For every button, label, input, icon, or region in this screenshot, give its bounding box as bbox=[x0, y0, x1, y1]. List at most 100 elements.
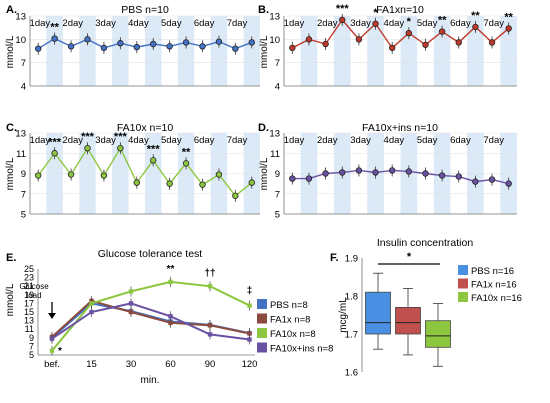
data-point bbox=[100, 44, 108, 52]
data-point bbox=[232, 45, 239, 52]
day-label: 6day bbox=[194, 135, 215, 146]
data-point bbox=[89, 309, 94, 315]
box bbox=[365, 291, 391, 335]
y-tick-label: 13 bbox=[24, 316, 34, 326]
data-point bbox=[322, 40, 329, 48]
data-point bbox=[305, 175, 313, 182]
legend-label: FA1x n=16 bbox=[471, 280, 517, 291]
day-label: 6day bbox=[450, 135, 471, 146]
x-tick-label: 90 bbox=[205, 359, 216, 370]
y-tick-label: 1.7 bbox=[345, 330, 358, 341]
y-tick-label: 19 bbox=[24, 290, 34, 300]
y-axis-label: mmol/L bbox=[259, 157, 270, 190]
data-point bbox=[248, 179, 255, 186]
data-point bbox=[422, 170, 429, 177]
data-point bbox=[289, 175, 296, 182]
data-point bbox=[355, 167, 363, 174]
y-tick-label: 23 bbox=[24, 273, 34, 283]
data-point bbox=[199, 43, 206, 50]
x-tick-label: 60 bbox=[165, 359, 176, 370]
data-point bbox=[305, 36, 313, 43]
box bbox=[425, 320, 451, 348]
data-point bbox=[422, 41, 429, 48]
data-point bbox=[199, 181, 206, 188]
panel-title: Insulin concentration bbox=[377, 237, 473, 249]
y-tick-label: 9 bbox=[21, 169, 26, 180]
data-point bbox=[215, 171, 223, 178]
data-point bbox=[207, 332, 213, 337]
significance-mark: ** bbox=[50, 22, 59, 34]
data-point bbox=[49, 348, 55, 353]
significance-mark: *** bbox=[147, 143, 161, 155]
data-point bbox=[168, 314, 173, 319]
series-line bbox=[37, 146, 253, 197]
data-point bbox=[128, 289, 134, 294]
data-point bbox=[472, 23, 479, 31]
y-tick-label: 5 bbox=[275, 210, 280, 221]
significance-mark: * bbox=[373, 7, 378, 19]
data-point bbox=[84, 36, 91, 43]
legend-swatch bbox=[257, 299, 267, 309]
y-tick-label: 11 bbox=[16, 149, 26, 160]
panel-title: Glucose tolerance test bbox=[98, 248, 203, 260]
data-point bbox=[488, 39, 496, 46]
legend-swatch bbox=[458, 278, 468, 289]
y-tick-label: 10 bbox=[269, 35, 280, 46]
data-point bbox=[166, 180, 173, 187]
legend-label: PBS n=8 bbox=[270, 300, 308, 311]
data-point bbox=[388, 44, 396, 52]
data-point bbox=[372, 20, 379, 27]
day-band bbox=[300, 16, 318, 86]
legend-swatch bbox=[458, 292, 468, 302]
glucose-load-label: load bbox=[26, 291, 41, 300]
data-point bbox=[166, 43, 173, 50]
data-point bbox=[89, 301, 94, 306]
day-band bbox=[243, 16, 260, 86]
data-point bbox=[182, 39, 190, 46]
panel-label: E. bbox=[6, 252, 16, 264]
panel-label: D. bbox=[258, 122, 269, 134]
significance-mark: ** bbox=[182, 146, 191, 158]
day-label: 3day bbox=[350, 135, 371, 146]
data-point bbox=[35, 172, 42, 179]
day-band bbox=[177, 16, 195, 86]
panel-label: C. bbox=[6, 122, 17, 134]
data-point bbox=[388, 167, 396, 174]
y-tick-label: 11 bbox=[270, 149, 280, 160]
day-label: 2day bbox=[62, 135, 83, 146]
day-label: 5day bbox=[161, 18, 182, 29]
y-tick-label: 5 bbox=[21, 210, 26, 221]
y-tick-label: 15 bbox=[24, 307, 34, 317]
day-band bbox=[46, 16, 63, 86]
x-tick-label: 15 bbox=[86, 359, 97, 370]
panel-title: FA10x+ins n=10 bbox=[362, 122, 438, 134]
data-point bbox=[355, 36, 363, 43]
significance-mark: ** bbox=[504, 11, 513, 23]
day-band bbox=[367, 16, 384, 86]
data-point bbox=[322, 170, 329, 177]
data-point bbox=[248, 39, 255, 46]
data-point bbox=[117, 144, 124, 152]
data-point bbox=[84, 144, 91, 152]
day-label: 1day bbox=[30, 135, 51, 146]
legend-swatch bbox=[257, 313, 267, 324]
y-tick-label: 13 bbox=[15, 129, 26, 140]
day-label: 5day bbox=[417, 18, 438, 29]
data-point bbox=[289, 44, 296, 52]
significance-mark: ** bbox=[471, 10, 480, 22]
data-point bbox=[438, 28, 446, 35]
data-point bbox=[472, 178, 479, 185]
y-tick-label: 25 bbox=[24, 264, 34, 274]
data-point bbox=[128, 309, 134, 315]
data-point bbox=[505, 25, 512, 32]
data-point bbox=[150, 40, 157, 48]
y-tick-label: 7 bbox=[275, 58, 280, 69]
y-axis-label: mmol/L bbox=[5, 35, 16, 68]
data-point bbox=[182, 160, 190, 167]
significance-mark: * bbox=[407, 16, 412, 28]
significance-mark: ** bbox=[167, 264, 175, 275]
day-label: 1day bbox=[284, 18, 305, 29]
day-label: 4day bbox=[128, 135, 149, 146]
data-point bbox=[455, 173, 462, 180]
